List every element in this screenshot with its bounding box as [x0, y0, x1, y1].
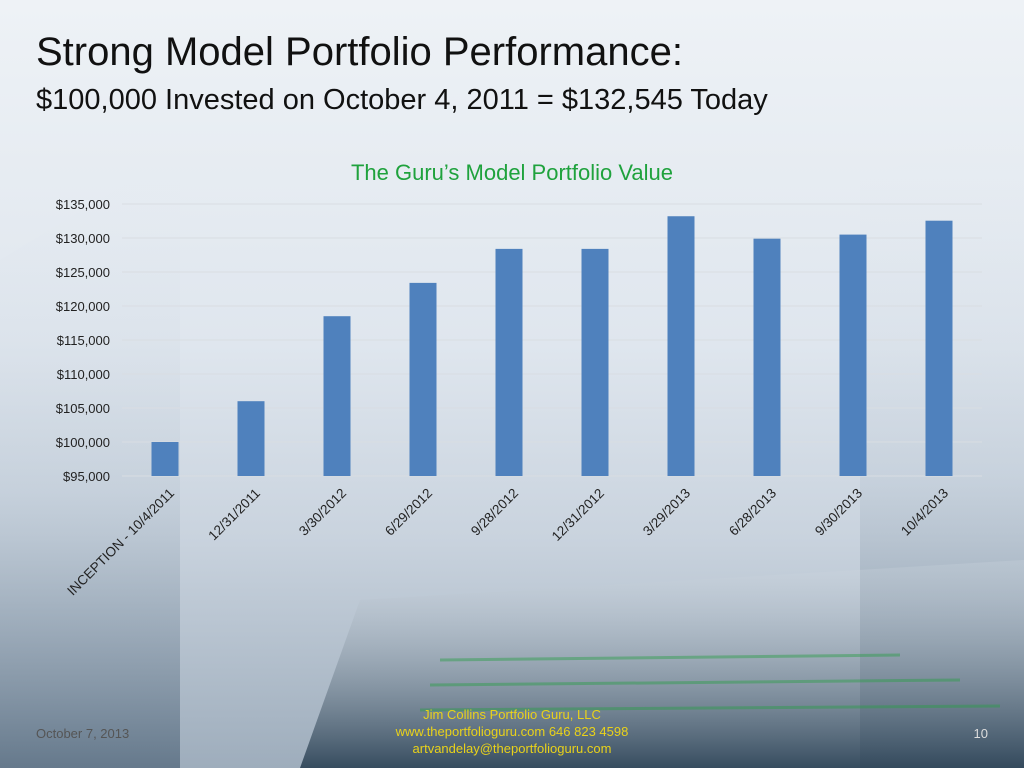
bar: [323, 316, 351, 476]
bar: [925, 220, 953, 476]
x-tick-label: 9/30/2013: [812, 486, 865, 539]
bar: [753, 238, 781, 476]
x-tick-label: 12/31/2012: [549, 486, 607, 544]
x-tick-label: 6/28/2013: [726, 486, 779, 539]
bar: [581, 248, 609, 476]
bar: [409, 282, 437, 476]
x-tick-label: INCEPTION - 10/4/2011: [64, 486, 177, 599]
bar: [495, 248, 523, 476]
page-number: 10: [973, 726, 988, 741]
bar: [839, 234, 867, 476]
y-tick-label: $120,000: [56, 299, 110, 314]
bar: [667, 216, 695, 477]
x-tick-label: 9/28/2012: [468, 486, 521, 539]
x-tick-label: 3/29/2013: [640, 486, 693, 539]
footer-website-phone[interactable]: www.theportfolioguru.com 646 823 4598: [395, 724, 629, 739]
bars: [151, 216, 953, 477]
y-axis-labels: $95,000 $100,000 $105,000 $110,000 $115,000 $…: [56, 197, 110, 484]
slide-title: Strong Model Portfolio Performance:: [36, 30, 683, 74]
x-tick-label: 10/4/2013: [898, 486, 951, 539]
gridlines: [122, 203, 982, 477]
footer-contact-block: Jim Collins Portfolio Guru, LLC www.thep…: [362, 706, 662, 757]
bar: [237, 401, 265, 476]
y-tick-label: $135,000: [56, 197, 110, 212]
x-axis-labels: INCEPTION - 10/4/2011 12/31/2011 3/30/2012…: [64, 486, 951, 599]
footer-email[interactable]: artvandelay@theportfolioguru.com: [412, 741, 612, 756]
y-tick-label: $115,000: [57, 333, 110, 348]
bar: [151, 442, 179, 476]
x-tick-label: 6/29/2012: [382, 486, 435, 539]
slide-subtitle: $100,000 Invested on October 4, 2011 = $…: [36, 84, 768, 116]
x-tick-label: 12/31/2011: [205, 486, 263, 544]
y-tick-label: $125,000: [56, 265, 110, 280]
y-tick-label: $130,000: [56, 231, 110, 246]
footer-date: October 7, 2013: [36, 726, 130, 741]
y-tick-label: $110,000: [57, 367, 110, 382]
chart-title: The Guru’s Model Portfolio Value: [351, 160, 673, 185]
y-tick-label: $105,000: [56, 401, 110, 416]
y-tick-label: $100,000: [56, 435, 110, 450]
y-tick-label: $95,000: [63, 469, 110, 484]
x-tick-label: 3/30/2012: [296, 486, 349, 539]
footer-company: Jim Collins Portfolio Guru, LLC: [423, 707, 601, 722]
